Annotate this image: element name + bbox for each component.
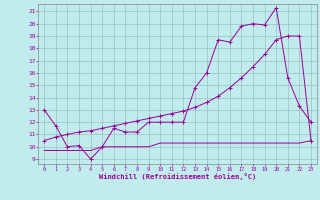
X-axis label: Windchill (Refroidissement éolien,°C): Windchill (Refroidissement éolien,°C) [99, 173, 256, 180]
